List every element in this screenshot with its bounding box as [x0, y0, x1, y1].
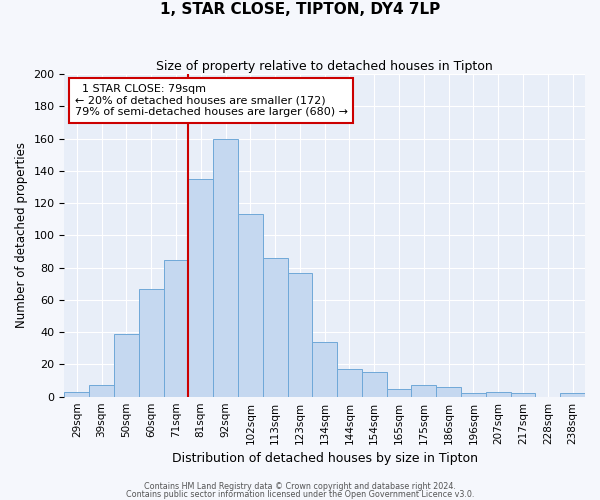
Y-axis label: Number of detached properties: Number of detached properties: [15, 142, 28, 328]
Bar: [263, 258, 287, 396]
Title: Size of property relative to detached houses in Tipton: Size of property relative to detached ho…: [157, 60, 493, 73]
Bar: [386, 388, 412, 396]
Text: Contains public sector information licensed under the Open Government Licence v3: Contains public sector information licen…: [126, 490, 474, 499]
Bar: [139, 288, 164, 397]
Text: 1 STAR CLOSE: 79sqm
← 20% of detached houses are smaller (172)
79% of semi-detac: 1 STAR CLOSE: 79sqm ← 20% of detached ho…: [75, 84, 348, 117]
Bar: [461, 394, 486, 396]
X-axis label: Distribution of detached houses by size in Tipton: Distribution of detached houses by size …: [172, 452, 478, 465]
Text: 1, STAR CLOSE, TIPTON, DY4 7LP: 1, STAR CLOSE, TIPTON, DY4 7LP: [160, 2, 440, 18]
Bar: [287, 272, 313, 396]
Bar: [436, 387, 461, 396]
Bar: [114, 334, 139, 396]
Text: Contains HM Land Registry data © Crown copyright and database right 2024.: Contains HM Land Registry data © Crown c…: [144, 482, 456, 491]
Bar: [89, 386, 114, 396]
Bar: [362, 372, 386, 396]
Bar: [412, 386, 436, 396]
Bar: [238, 214, 263, 396]
Bar: [188, 179, 213, 396]
Bar: [64, 392, 89, 396]
Bar: [337, 370, 362, 396]
Bar: [486, 392, 511, 396]
Bar: [560, 394, 585, 396]
Bar: [313, 342, 337, 396]
Bar: [511, 394, 535, 396]
Bar: [164, 260, 188, 396]
Bar: [213, 138, 238, 396]
